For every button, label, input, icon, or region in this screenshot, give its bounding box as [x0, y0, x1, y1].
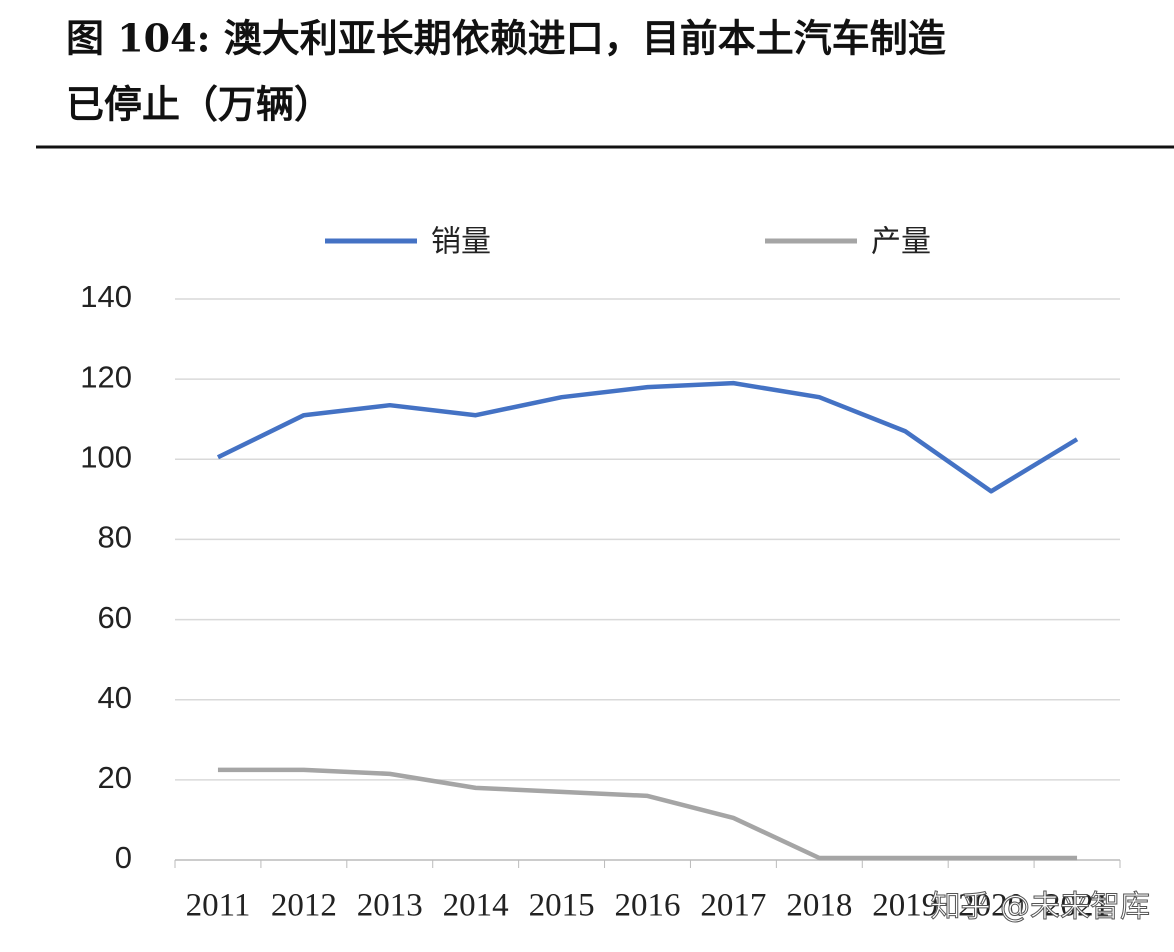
x-tick-label: 2016 [615, 888, 681, 924]
x-tick-label: 2019 [872, 888, 938, 924]
x-tick-label: 2011 [186, 888, 251, 924]
series-line [217, 767, 1078, 861]
x-tick-label: 2013 [357, 888, 423, 924]
x-tick-label: 2017 [700, 888, 766, 924]
x-tick-label: 2015 [529, 888, 595, 924]
legend-label: 销量 [431, 225, 491, 260]
x-tick-label: 2012 [271, 888, 337, 924]
x-tick-label: 2021 [1044, 888, 1110, 924]
chart-title: 已停止（万辆） [66, 82, 332, 127]
x-tick-label: 2014 [443, 888, 509, 924]
y-tick-label: 0 [115, 840, 132, 875]
y-tick-label: 60 [98, 600, 132, 635]
legend-label: 产量 [871, 225, 931, 260]
y-tick-label: 140 [80, 279, 132, 314]
y-tick-label: 40 [98, 680, 132, 715]
series-line [216, 380, 1079, 494]
watermark: 知乎 @未来智库 [930, 890, 1150, 925]
y-tick-label: 120 [80, 359, 132, 394]
y-tick-label: 20 [98, 760, 132, 795]
x-tick-label: 2018 [786, 888, 852, 924]
y-tick-label: 100 [80, 439, 132, 474]
y-tick-label: 80 [98, 520, 132, 555]
x-tick-label: 2020 [958, 888, 1024, 924]
chart-title: 图 104: 澳大利亚长期依赖进口，目前本土汽车制造 [66, 16, 946, 61]
